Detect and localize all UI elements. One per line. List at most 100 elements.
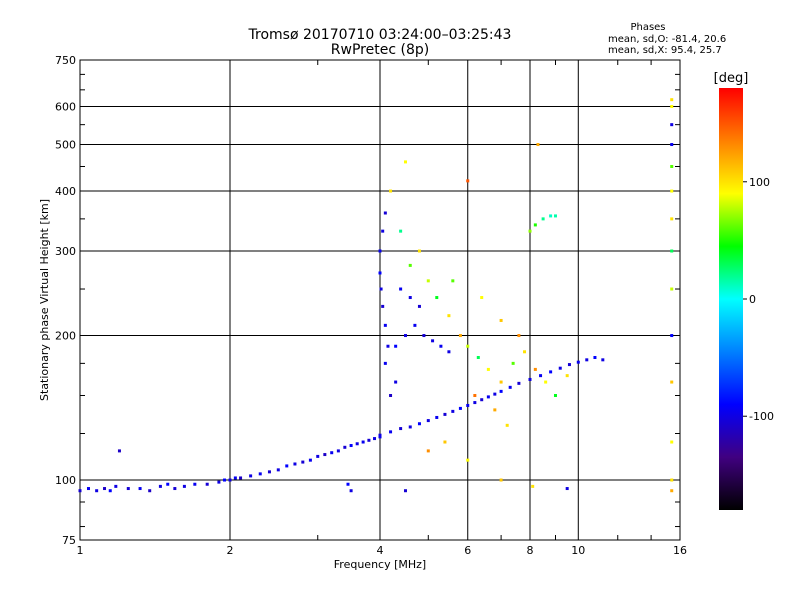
data-point <box>493 408 497 412</box>
data-point <box>565 487 569 491</box>
y-tick-label: 600 <box>55 101 76 114</box>
data-point <box>323 453 327 457</box>
data-point <box>473 394 477 398</box>
data-point <box>403 489 407 493</box>
data-point <box>114 484 118 488</box>
data-point <box>223 478 227 482</box>
data-point <box>173 487 177 491</box>
data-point <box>349 444 353 448</box>
data-point <box>670 105 674 109</box>
y-tick-label: 300 <box>55 245 76 258</box>
data-point <box>301 460 305 464</box>
colorbar-tick-label: 100 <box>749 176 770 189</box>
data-point <box>466 344 470 348</box>
data-point <box>228 478 232 482</box>
data-point <box>486 395 490 399</box>
x-tick-label: 16 <box>673 544 687 557</box>
data-point <box>182 484 186 488</box>
data-point <box>367 438 371 442</box>
data-point <box>544 380 548 384</box>
data-point <box>383 323 387 327</box>
data-point <box>549 214 553 218</box>
data-point <box>408 425 412 429</box>
data-point <box>447 350 451 354</box>
data-point <box>480 296 484 300</box>
data-point <box>276 468 280 472</box>
data-point <box>78 489 82 493</box>
data-point <box>670 380 674 384</box>
data-point <box>443 412 447 416</box>
data-point <box>451 279 455 283</box>
data-point <box>536 143 540 147</box>
x-tick-label: 4 <box>377 544 384 557</box>
data-point <box>451 409 455 413</box>
data-point <box>103 487 107 491</box>
data-point <box>383 211 387 215</box>
data-point <box>553 214 557 218</box>
data-point <box>565 374 569 378</box>
data-point <box>593 355 597 359</box>
data-point <box>422 334 426 338</box>
data-point <box>249 474 253 478</box>
colorbar-tick-label: -100 <box>749 410 774 423</box>
data-point <box>549 370 553 374</box>
phases-x-stat: mean, sd,X: 95.4, 25.7 <box>608 45 722 56</box>
data-point <box>417 422 421 426</box>
phases-heading: Phases <box>630 22 666 33</box>
data-point <box>258 472 262 476</box>
data-point <box>458 406 462 410</box>
data-point <box>205 482 209 486</box>
data-point <box>528 377 532 381</box>
data-point <box>473 401 477 405</box>
data-point <box>378 271 382 275</box>
data-point <box>343 445 347 449</box>
data-point <box>670 249 674 253</box>
data-point <box>511 361 515 365</box>
data-point <box>426 449 430 453</box>
data-point <box>285 464 289 468</box>
data-point <box>417 249 421 253</box>
data-point <box>670 189 674 193</box>
data-point <box>399 287 403 291</box>
data-point <box>508 385 512 389</box>
y-tick-label: 200 <box>55 330 76 343</box>
data-point <box>426 279 430 283</box>
data-point <box>499 478 503 482</box>
y-tick-label: 750 <box>55 54 76 67</box>
data-point <box>383 361 387 365</box>
data-point <box>193 482 197 486</box>
data-point <box>399 427 403 431</box>
data-point <box>528 229 532 233</box>
data-point <box>499 389 503 393</box>
data-point <box>308 458 312 462</box>
data-point <box>378 249 382 253</box>
data-point <box>670 98 674 102</box>
colorbar-label: [deg] <box>714 71 749 86</box>
data-point <box>399 229 403 233</box>
data-point <box>466 458 470 462</box>
data-point <box>117 449 121 453</box>
data-point <box>95 489 99 493</box>
data-point <box>394 344 398 348</box>
y-tick-label: 500 <box>55 139 76 152</box>
data-point <box>86 487 90 491</box>
data-point <box>403 160 407 164</box>
y-axis-label: Stationary phase Virtual Height [km] <box>38 199 51 401</box>
data-point <box>379 287 383 291</box>
x-tick-label: 10 <box>571 544 585 557</box>
data-point <box>166 482 170 486</box>
data-point <box>466 179 470 183</box>
data-point <box>670 287 674 291</box>
data-point <box>670 143 674 147</box>
data-point <box>523 350 527 354</box>
x-tick-label: 8 <box>527 544 534 557</box>
data-point <box>403 334 407 338</box>
data-point <box>670 334 674 338</box>
data-point <box>670 164 674 168</box>
data-point <box>486 367 490 371</box>
data-point <box>435 296 439 300</box>
data-point <box>426 419 430 423</box>
data-point <box>670 217 674 221</box>
data-point <box>413 323 417 327</box>
data-point <box>443 440 447 444</box>
